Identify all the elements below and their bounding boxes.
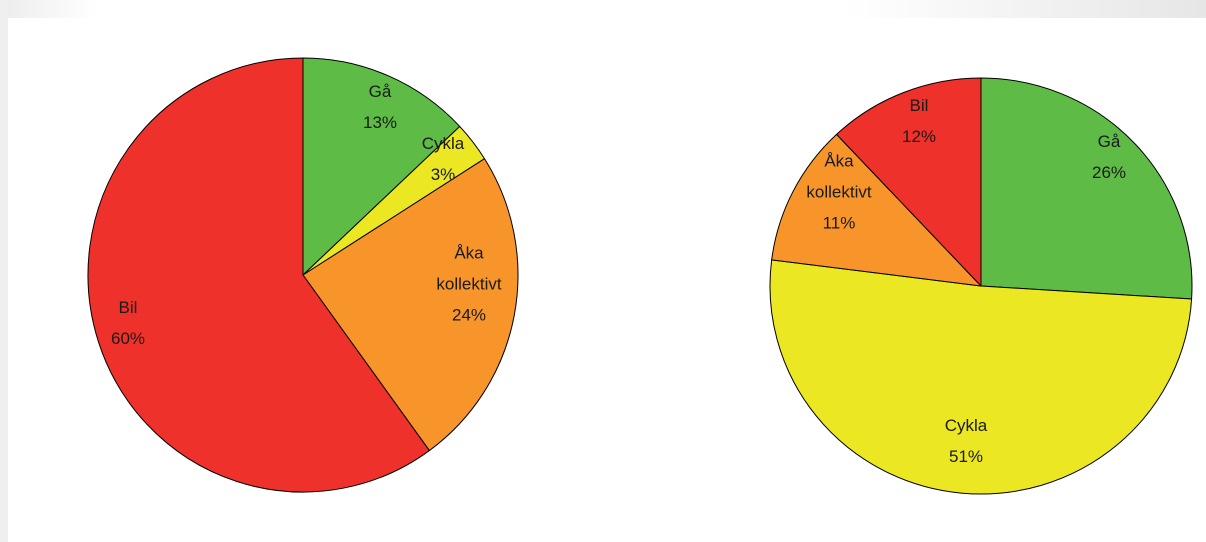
pie-right-slice-2-percent: 11%: [823, 213, 856, 232]
pie-left-slice-0-percent: 13%: [363, 113, 397, 132]
pie-right-slice-3: [836, 77, 982, 287]
pie-right-slice-0-name-line-0: Gå: [1098, 132, 1121, 151]
pie-left-slice-1-name-line-0: Cykla: [422, 134, 465, 153]
pie-right-slice-0-percent: 26%: [1092, 163, 1126, 182]
pie-right-slice-2: [771, 133, 982, 287]
pie-right-slice-2-name-line-1: kollektivt: [806, 182, 871, 201]
pie-left-slice-1-label: Cykla 3%: [422, 134, 465, 184]
pie-right-slice-1-label: Cykla 51%: [945, 416, 988, 466]
pie-right-slice-3-name-line-0: Bil: [910, 96, 929, 115]
pie-left-slice-1-percent: 3%: [431, 165, 456, 184]
pie-right-slice-3-percent: 12%: [902, 127, 936, 146]
frame-top-edge: [0, 0, 1206, 18]
pie-left-slice-2: [302, 158, 519, 452]
pie-left-slice-3: [87, 57, 430, 493]
pie-right-slice-0-label: Gå 26%: [1092, 132, 1126, 182]
pie-left-slice-3-label: Bil 60%: [111, 298, 145, 348]
pie-left-slice-2-label: Åka kollektivt 24%: [436, 243, 501, 324]
frame-left-edge: [0, 0, 8, 542]
pie-right-slice-1-name-line-0: Cykla: [945, 416, 988, 435]
pie-left-slice-0-label: Gå 13%: [363, 82, 397, 132]
pie-chart-left: Gå 13% Cykla 3% Åka kollektivt 24% Bil 60%: [87, 57, 519, 493]
pie-left-slice-2-name-line-1: kollektivt: [436, 274, 501, 293]
pie-left-slice-0: [302, 57, 461, 276]
pie-right-slice-3-label: Bil 12%: [902, 96, 936, 146]
pie-right-slice-1-percent: 51%: [949, 447, 983, 466]
pie-left-slice-3-name-line-0: Bil: [119, 298, 138, 317]
pie-right-slice-1: [769, 259, 1193, 495]
pie-left-slice-0-name-line-0: Gå: [369, 82, 392, 101]
pie-right-slice-2-name-line-0: Åka: [824, 151, 854, 170]
pie-left-slice-3-percent: 60%: [111, 329, 145, 348]
pie-left-slice-2-name-line-0: Åka: [454, 243, 484, 262]
pie-chart-right: Gå 26% Cykla 51% Åka kollektivt 11% Bil 12%: [769, 77, 1193, 495]
pie-left-slice-2-percent: 24%: [452, 305, 486, 324]
pie-right-slice-0: [980, 77, 1193, 300]
pie-right-slice-2-label: Åka kollektivt 11%: [806, 151, 871, 232]
